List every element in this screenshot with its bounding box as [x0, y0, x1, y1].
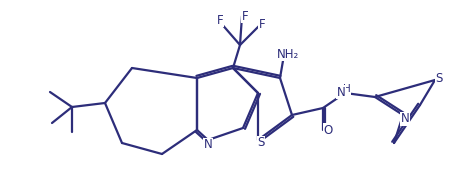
Text: H: H	[343, 84, 351, 94]
Text: S: S	[257, 137, 265, 150]
Text: S: S	[435, 72, 443, 85]
Text: NH₂: NH₂	[277, 48, 299, 61]
Text: F: F	[259, 18, 265, 31]
Text: O: O	[323, 124, 333, 137]
Text: F: F	[217, 14, 224, 27]
Text: N: N	[337, 85, 345, 98]
Text: N: N	[401, 113, 409, 126]
Text: F: F	[242, 10, 248, 23]
Text: N: N	[204, 139, 213, 152]
